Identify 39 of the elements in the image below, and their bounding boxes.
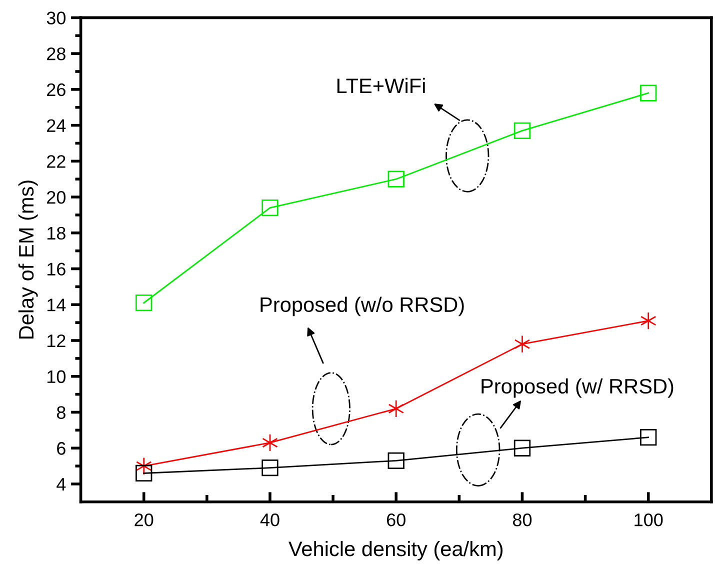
point — [640, 429, 657, 446]
x-axis-title: Vehicle density (ea/km) — [288, 540, 503, 560]
y-tick-label: 16 — [48, 262, 66, 276]
x-tick-label: 40 — [260, 513, 280, 526]
y-tick-label: 12 — [48, 334, 66, 348]
x-tick-label: 80 — [512, 513, 532, 526]
x-tick-label: 60 — [386, 513, 406, 526]
y-tick-label: 24 — [47, 119, 66, 132]
y-tick-label: 20 — [47, 190, 66, 204]
point — [388, 452, 404, 469]
point — [136, 294, 152, 312]
point — [514, 122, 531, 140]
point — [388, 170, 404, 188]
x-tick-label: 100 — [634, 513, 663, 526]
annotation: Proposed (w/o RRSD) — [260, 296, 464, 316]
point — [640, 312, 656, 330]
point — [136, 457, 152, 476]
x-tick-label: 20 — [134, 513, 154, 526]
point — [640, 84, 657, 102]
y-tick-label: 14 — [48, 298, 66, 312]
point — [388, 400, 404, 418]
y-tick-label: 10 — [48, 370, 66, 384]
y-axis-title: Delay of EM (ms) — [18, 180, 38, 339]
y-tick-label: 8 — [56, 406, 66, 419]
point — [136, 464, 152, 482]
y-tick-label: 30 — [46, 12, 66, 24]
point — [514, 335, 530, 354]
point — [262, 434, 278, 452]
y-tick-label: 22 — [47, 155, 66, 168]
annotation: Proposed (w/ RRSD) — [482, 378, 674, 398]
point — [262, 460, 278, 476]
y-tick-label: 6 — [57, 442, 66, 455]
y-tick-label: 28 — [47, 48, 66, 60]
y-tick-label: 26 — [47, 83, 66, 96]
y-tick-label: 4 — [56, 478, 66, 491]
annotation: LTE+WiFi — [337, 78, 425, 94]
point — [262, 199, 278, 216]
point — [514, 440, 531, 456]
y-tick-label: 18 — [48, 226, 66, 240]
